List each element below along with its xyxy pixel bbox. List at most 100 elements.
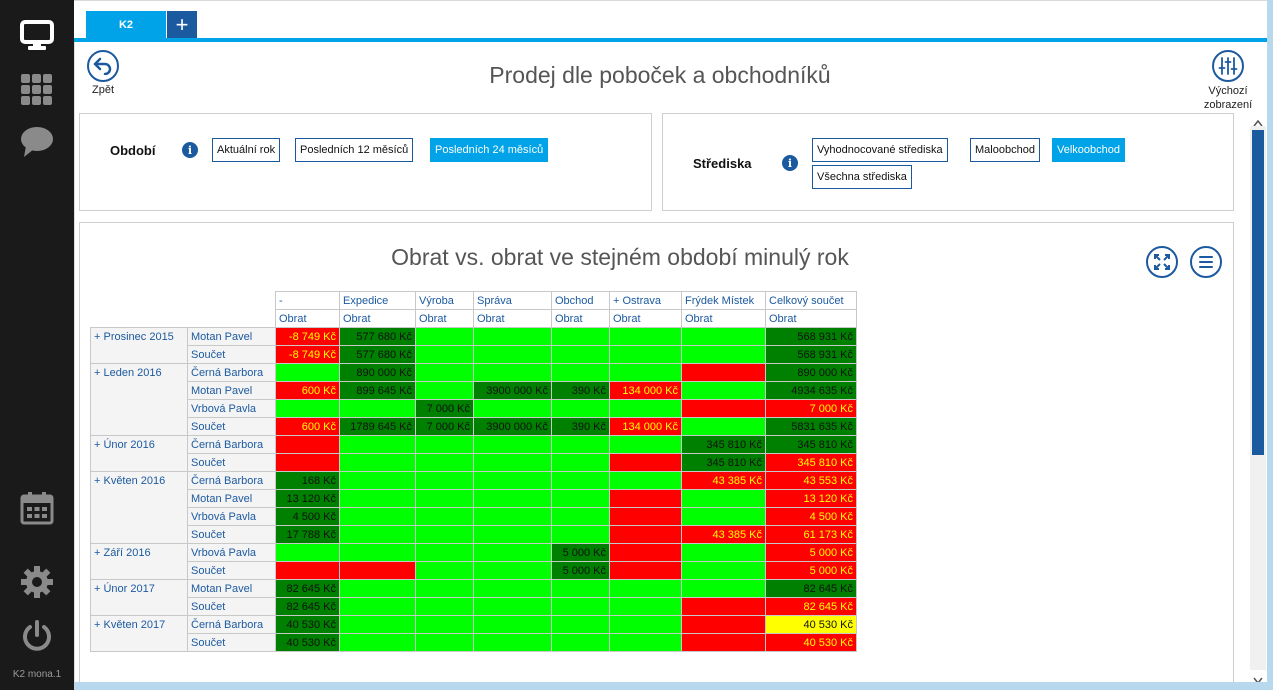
pivot-value-cell <box>415 453 474 472</box>
pivot-column-header[interactable]: - <box>275 291 340 310</box>
pivot-value-cell <box>473 633 552 652</box>
pivot-value-cell <box>415 471 474 490</box>
pivot-column-header[interactable]: Celkový součet <box>765 291 857 310</box>
pivot-value-cell <box>339 597 416 616</box>
pivot-value-cell <box>339 561 416 580</box>
vertical-scrollbar[interactable] <box>1250 112 1266 685</box>
pivot-value-cell <box>551 345 610 364</box>
pivot-value-cell <box>609 507 682 526</box>
pivot-value-cell <box>415 381 474 400</box>
scrollbar-thumb[interactable] <box>1252 130 1264 455</box>
pivot-column-header[interactable]: Expedice <box>339 291 416 310</box>
pivot-group-header[interactable]: + Září 2016 <box>90 543 188 580</box>
pivot-value-cell: 7 000 Kč <box>765 399 857 418</box>
pivot-value-cell <box>415 561 474 580</box>
chat-icon[interactable] <box>17 122 57 162</box>
centers-option-all[interactable]: Všechna střediska <box>812 165 912 189</box>
centers-option-evaluated[interactable]: Vyhodnocované střediska <box>812 138 948 162</box>
pivot-value-cell <box>551 507 610 526</box>
pivot-value-cell <box>551 471 610 490</box>
pivot-data-row: Vrbová Pavla 4 500 Kč 4 500 Kč <box>91 507 857 526</box>
pivot-value-cell <box>415 543 474 562</box>
pivot-data-row: + Únor 2017 Motan Pavel 82 645 Kč 82 645 Kč <box>90 579 857 616</box>
pivot-row-header: Součet <box>187 417 276 436</box>
pivot-column-header[interactable]: Frýdek Místek <box>681 291 766 310</box>
calendar-icon[interactable] <box>17 488 57 528</box>
pivot-value-cell <box>681 579 766 598</box>
pivot-value-cell <box>473 399 552 418</box>
pivot-value-cell: 1789 645 Kč <box>339 417 416 436</box>
pivot-group-header[interactable]: + Leden 2016 <box>90 363 188 436</box>
pivot-corner <box>90 309 188 328</box>
pivot-group-header[interactable]: + Květen 2016 <box>90 471 188 544</box>
pivot-value-cell <box>473 453 552 472</box>
pivot-value-cell <box>339 435 416 454</box>
pivot-data-row: Součet 600 Kč 1789 645 Kč 7 000 Kč 3900 000 … <box>91 417 857 436</box>
pivot-table: - Expedice Výroba Správa Obchod + Ostrava Frýd… <box>90 291 857 652</box>
pivot-value-cell: 134 000 Kč <box>609 417 682 436</box>
pivot-row-header: Vrbová Pavla <box>187 399 276 418</box>
pivot-measure-header: Obrat <box>415 309 474 328</box>
pivot-value-cell: 345 810 Kč <box>765 435 857 454</box>
pivot-value-cell <box>609 597 682 616</box>
pivot-row-header: Součet <box>187 633 276 652</box>
pivot-value-cell <box>609 489 682 508</box>
tab-k2[interactable]: K2 <box>86 11 166 39</box>
pivot-group-header[interactable]: + Květen 2017 <box>90 615 188 652</box>
period-info-icon[interactable]: i <box>182 142 198 158</box>
period-option-current-year[interactable]: Aktuální rok <box>212 138 281 162</box>
pivot-group-header[interactable]: + Prosinec 2015 <box>90 327 188 364</box>
pivot-value-cell <box>609 363 682 382</box>
pivot-row-header: Černá Barbora <box>187 435 276 454</box>
pivot-value-cell <box>339 615 416 634</box>
pivot-data-row: + Leden 2016 Černá Barbora 890 000 Kč 890 0… <box>90 363 857 436</box>
power-icon[interactable] <box>17 616 57 656</box>
pivot-column-header[interactable]: Správa <box>473 291 552 310</box>
pivot-header-row: - Expedice Výroba Správa Obchod + Ostrava Frýd… <box>90 291 857 310</box>
sliders-icon <box>1212 50 1244 82</box>
pivot-value-cell: 43 385 Kč <box>681 471 766 490</box>
pivot-value-cell: -8 749 Kč <box>275 345 340 364</box>
period-option-last-12-months[interactable]: Posledních 12 měsíců <box>295 138 414 162</box>
pivot-value-cell <box>339 543 416 562</box>
centers-option-retail[interactable]: Maloobchod <box>970 138 1040 162</box>
scroll-up-icon[interactable] <box>1253 114 1263 132</box>
pivot-value-cell <box>551 435 610 454</box>
fullscreen-button[interactable] <box>1146 246 1178 278</box>
pivot-value-cell <box>473 525 552 544</box>
pivot-value-cell <box>339 453 416 472</box>
add-tab-button[interactable]: + <box>167 11 197 39</box>
default-view-button[interactable]: Výchozí zobrazení <box>1195 50 1261 112</box>
pivot-column-header[interactable]: Obchod <box>551 291 610 310</box>
pivot-value-cell: 345 810 Kč <box>681 453 766 472</box>
pivot-column-header[interactable]: Výroba <box>415 291 474 310</box>
tab-bar: K2 + <box>74 0 1273 42</box>
pivot-value-cell: 43 385 Kč <box>681 525 766 544</box>
pivot-value-cell: 345 810 Kč <box>765 453 857 472</box>
pivot-group-header[interactable]: + Únor 2017 <box>90 579 188 616</box>
apps-grid-icon[interactable] <box>17 70 57 110</box>
pivot-row-header: Součet <box>187 345 276 364</box>
pivot-value-cell <box>275 399 340 418</box>
settings-gear-icon[interactable] <box>17 562 57 602</box>
pivot-data-row: + Září 2016 Vrbová Pavla 5 000 Kč 5 000 Kč <box>90 543 857 580</box>
chart-menu-button[interactable] <box>1190 246 1222 278</box>
pivot-group-header[interactable]: + Únor 2016 <box>90 435 188 472</box>
centers-label: Střediska <box>693 156 752 171</box>
centers-option-wholesale[interactable]: Velkoobchod <box>1052 138 1125 162</box>
page-title: Prodej dle poboček a obchodníků <box>489 62 831 88</box>
back-button[interactable]: Zpět <box>85 50 121 100</box>
centers-info-icon[interactable]: i <box>782 155 798 171</box>
pivot-value-cell: 568 931 Kč <box>765 327 857 346</box>
pivot-value-cell: 82 645 Kč <box>275 597 340 616</box>
pivot-data-row: + Květen 2016 Černá Barbora 168 Kč 43 385 K… <box>90 471 857 544</box>
pivot-value-cell <box>551 453 610 472</box>
pivot-column-header[interactable]: + Ostrava <box>609 291 682 310</box>
pivot-value-cell: 134 000 Kč <box>609 381 682 400</box>
period-option-last-24-months[interactable]: Posledních 24 měsíců <box>430 138 549 162</box>
pivot-value-cell <box>551 615 610 634</box>
pivot-data-row: Součet -8 749 Kč 577 680 Kč 568 931 Kč <box>91 345 857 364</box>
period-label: Období <box>110 143 156 158</box>
desktop-icon[interactable] <box>17 16 57 56</box>
pivot-value-cell <box>551 327 610 346</box>
